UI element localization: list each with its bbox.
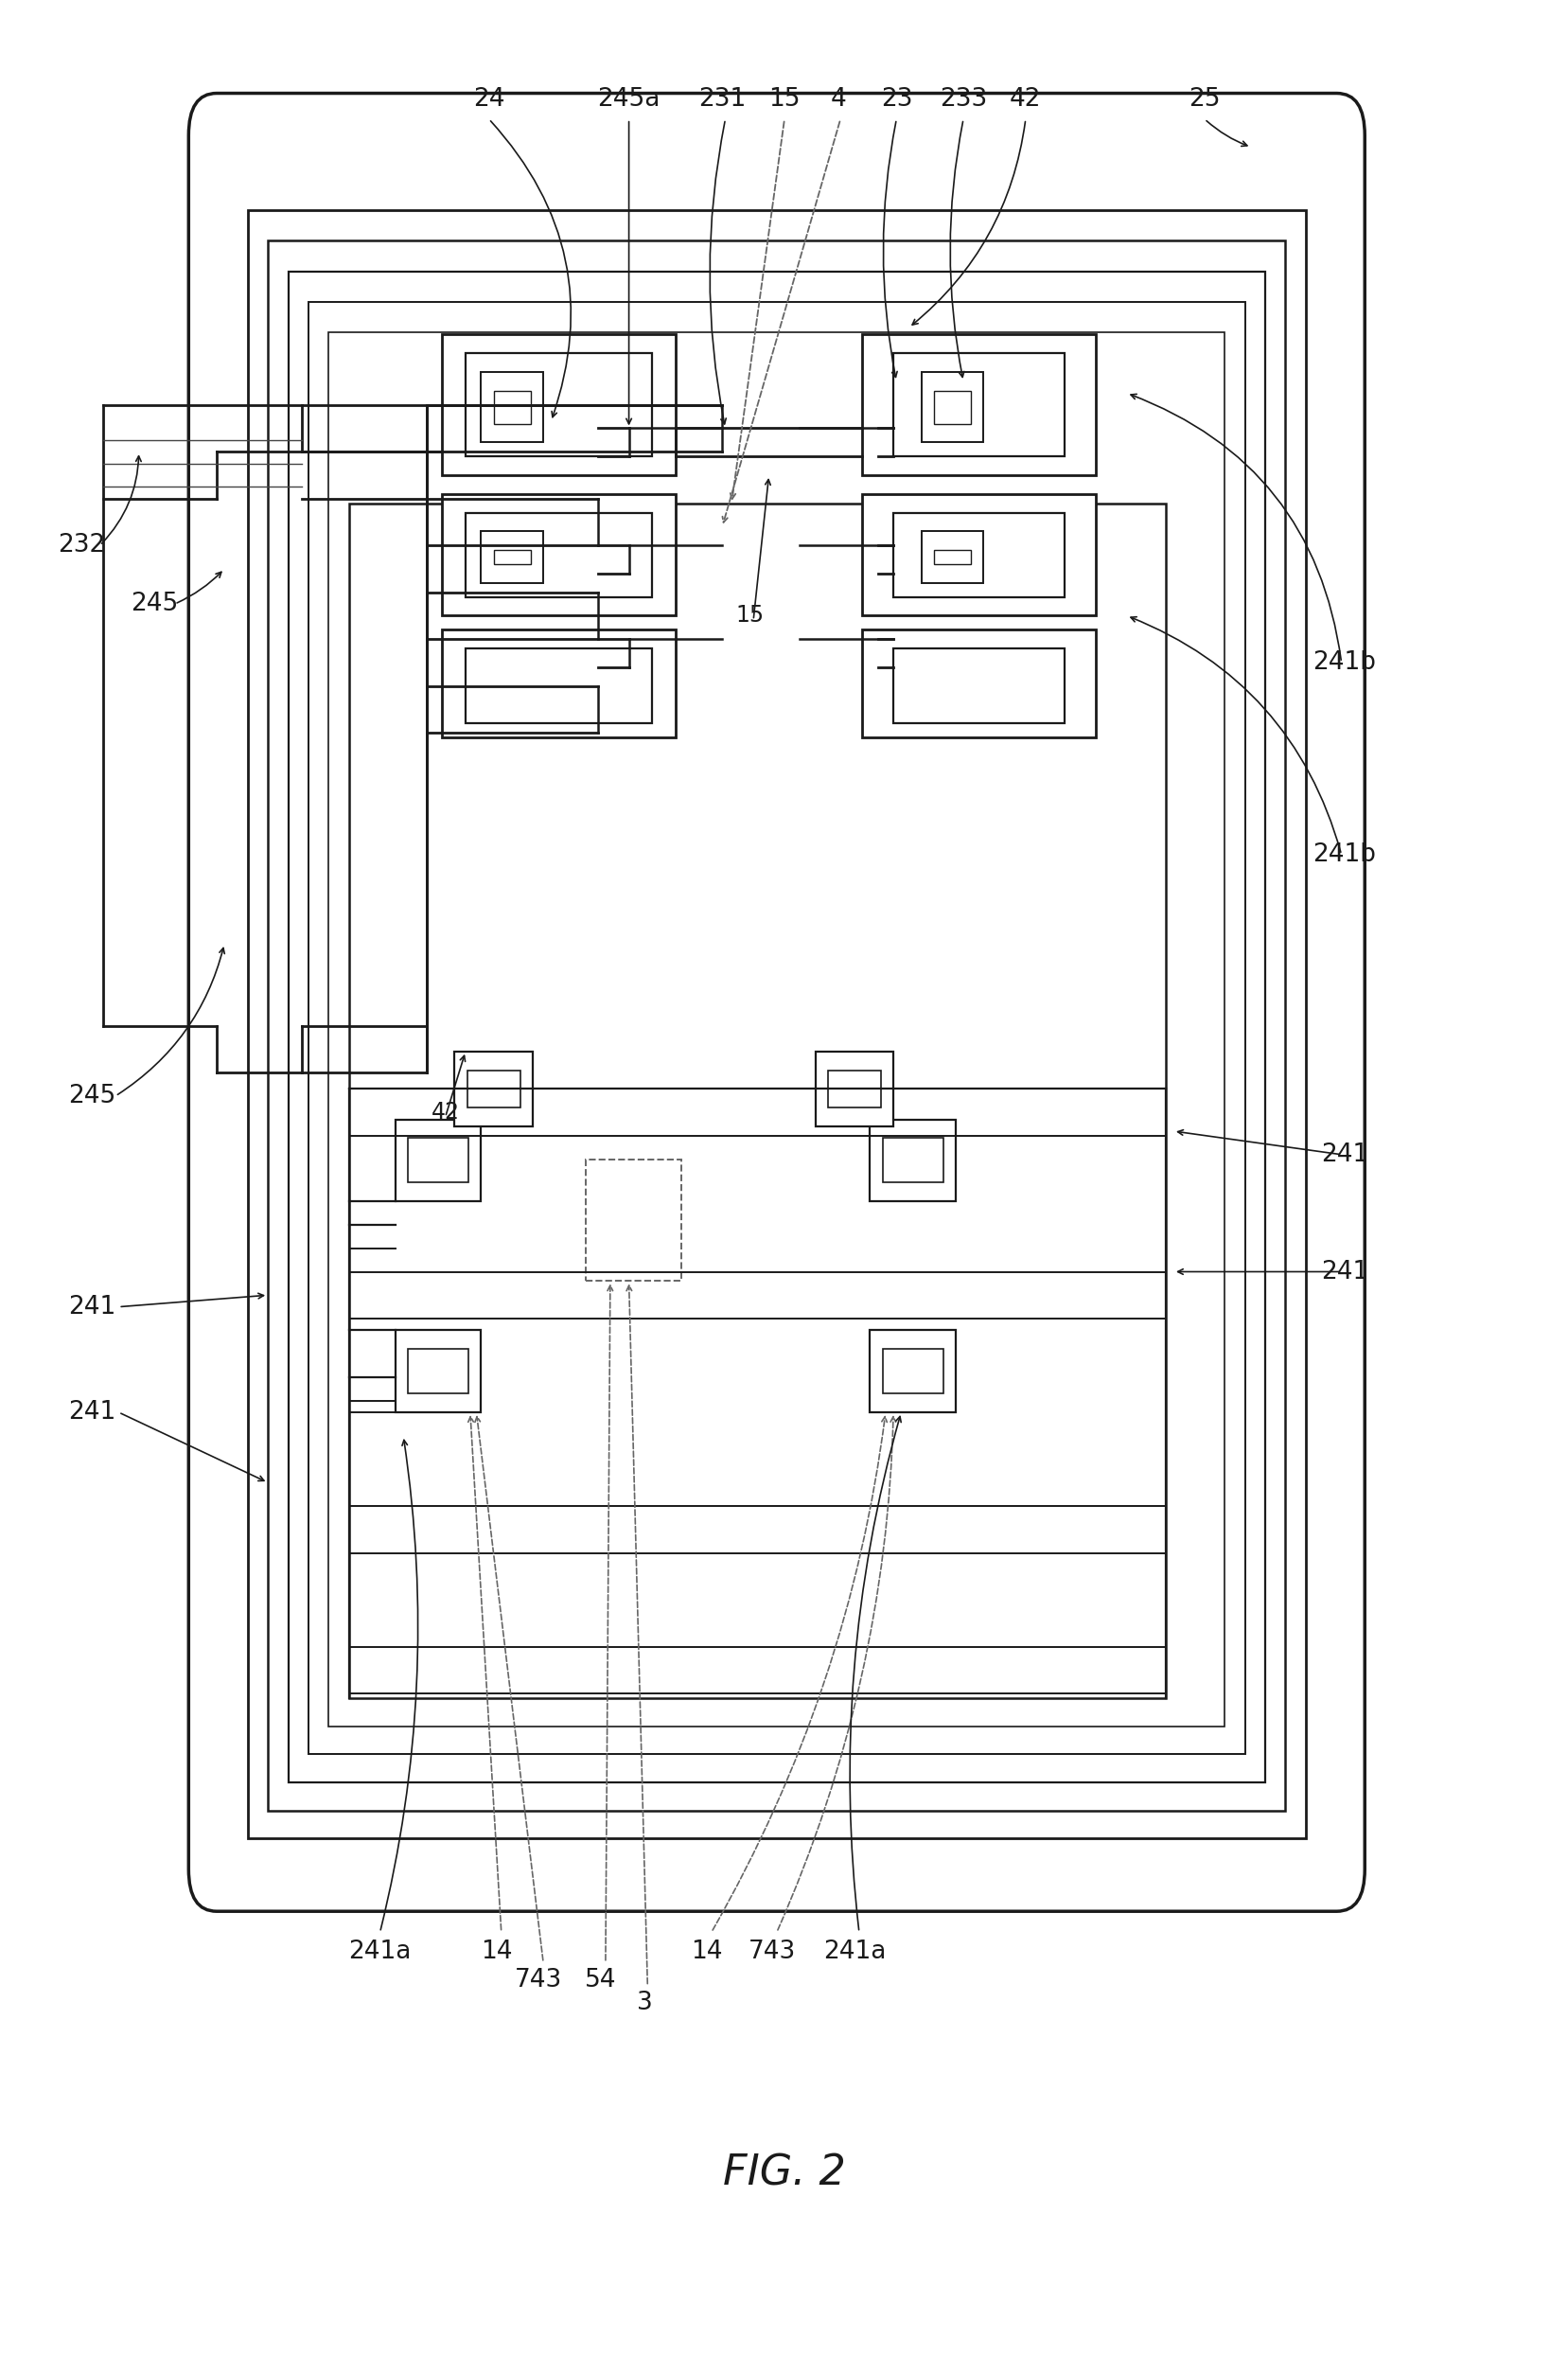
FancyBboxPatch shape [188,94,1364,1911]
Bar [892,648,1063,723]
Bar [466,353,652,457]
Bar [892,481,986,573]
Bar [481,532,543,582]
Bar [933,549,971,563]
Bar [815,1051,892,1126]
Bar [892,737,986,832]
Bar [408,1350,469,1392]
Bar [494,391,530,424]
Text: 743: 743 [748,1939,795,1965]
Bar [268,240,1284,1809]
Bar [481,372,543,443]
Bar [892,610,986,709]
Bar [892,514,1063,596]
Text: 15: 15 [768,87,800,113]
Bar [535,737,629,832]
Bar [395,1331,481,1411]
Bar [494,549,530,563]
Bar [535,481,629,573]
Bar [248,210,1305,1838]
Bar [933,391,971,424]
Bar [905,756,974,813]
Text: 42: 42 [1010,87,1041,113]
Bar [348,504,1165,1699]
Bar [920,532,983,582]
Text: 3: 3 [637,1991,652,2017]
Bar [892,363,986,457]
Bar [535,610,629,709]
Bar [328,332,1225,1727]
Text: 241b: 241b [1312,650,1375,674]
Text: 54: 54 [585,1967,616,1993]
Bar [547,756,616,813]
Text: 15: 15 [735,605,764,627]
Bar [862,629,1094,737]
Bar [881,1350,942,1392]
Bar [828,1070,880,1107]
Bar [862,495,1094,615]
Bar [466,514,652,596]
Text: 245: 245 [130,591,179,617]
Bar [905,629,974,690]
Text: 241: 241 [69,1293,116,1319]
Bar [289,271,1264,1783]
Text: 241a: 241a [348,1939,411,1965]
Text: 743: 743 [514,1967,561,1993]
Text: 4: 4 [831,87,847,113]
Text: 245a: 245a [597,87,660,113]
Bar [455,1051,532,1126]
Bar [870,1331,955,1411]
Bar [585,1159,682,1282]
Text: 23: 23 [880,87,911,113]
Text: FIG. 2: FIG. 2 [723,2153,845,2193]
Bar [535,363,629,457]
Text: 241: 241 [1320,1143,1367,1166]
Text: 241: 241 [69,1399,116,1425]
Bar [442,495,676,615]
Bar [408,1138,469,1183]
Text: 245: 245 [69,1084,116,1107]
Text: 241a: 241a [823,1939,886,1965]
Bar [905,499,974,554]
Bar [892,353,1063,457]
Bar [905,382,974,438]
Text: 233: 233 [939,87,986,113]
Text: 42: 42 [431,1100,459,1124]
Bar [442,335,676,476]
Text: 25: 25 [1189,87,1220,113]
Text: 241b: 241b [1312,843,1375,867]
Bar [862,335,1094,476]
Text: 232: 232 [58,532,105,558]
Text: 24: 24 [472,87,505,113]
Bar [467,1070,519,1107]
Text: 14: 14 [690,1939,723,1965]
Bar [547,499,616,554]
Bar [881,1138,942,1183]
Text: 241: 241 [1320,1260,1367,1284]
Text: 231: 231 [698,87,745,113]
Bar [395,1119,481,1202]
Bar [466,648,652,723]
Bar [870,1119,955,1202]
Bar [547,629,616,690]
Text: 14: 14 [480,1939,513,1965]
Bar [442,629,676,737]
Bar [309,302,1245,1755]
Bar [920,372,983,443]
Bar [547,382,616,438]
